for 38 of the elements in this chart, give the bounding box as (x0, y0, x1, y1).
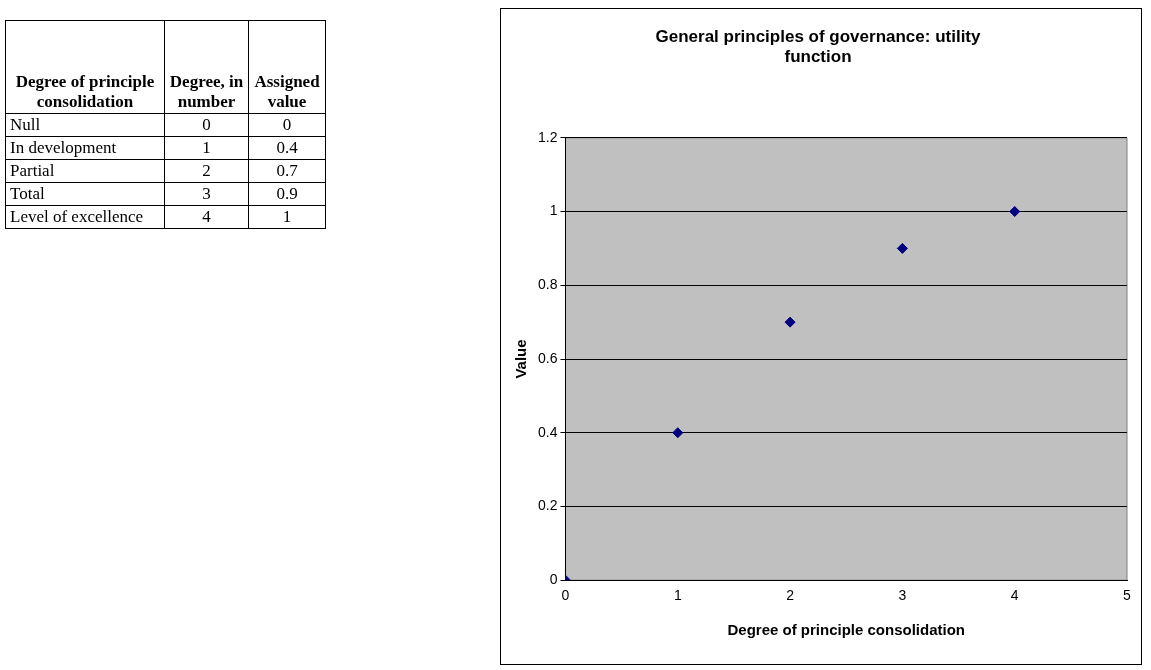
y-axis-title: Value (512, 339, 530, 379)
y-tick-label: 0.8 (537, 276, 558, 293)
data-label: 4 (164, 205, 249, 229)
category-label: Null (5, 113, 165, 137)
text: Degree of principle consolidation (5, 20, 165, 114)
y-tick-label: 0.2 (537, 497, 558, 514)
text: Degree, in number (164, 20, 249, 114)
x-tick-label: 2 (786, 587, 795, 604)
category-label: Level of excellence (5, 205, 165, 229)
point (1009, 206, 1021, 218)
data-label: 1 (248, 205, 326, 229)
data-label: 0.9 (248, 182, 326, 206)
point (896, 242, 908, 254)
point (672, 427, 684, 439)
y-tick-label: 1.2 (537, 128, 558, 145)
category-label: Total (5, 182, 165, 206)
y-tick-label: 1 (549, 202, 558, 219)
data-label: 0 (248, 113, 326, 137)
data-label: 1 (164, 136, 249, 160)
y-tick-label: 0.4 (537, 423, 558, 440)
x-tick-label: 5 (1123, 587, 1132, 604)
x-axis-title: Degree of principle consolidation (727, 621, 965, 639)
data-label: 0.7 (248, 159, 326, 183)
data-label: 3 (164, 182, 249, 206)
chart-title: General principles of governance: utility function (655, 26, 982, 67)
x-tick-label: 0 (561, 587, 570, 604)
text: Assigned value (248, 20, 326, 114)
data-label: 2 (164, 159, 249, 183)
category-label: Partial (5, 159, 165, 183)
x-tick-label: 1 (673, 587, 682, 604)
point (784, 316, 796, 328)
x-tick-label: 4 (1010, 587, 1019, 604)
category-label: In development (5, 136, 165, 160)
y-tick-label: 0 (549, 571, 558, 588)
x-tick-label: 3 (898, 587, 907, 604)
data-label: 0 (164, 113, 249, 137)
data-label: 0.4 (248, 136, 326, 160)
y-tick-label: 0.6 (537, 349, 558, 366)
